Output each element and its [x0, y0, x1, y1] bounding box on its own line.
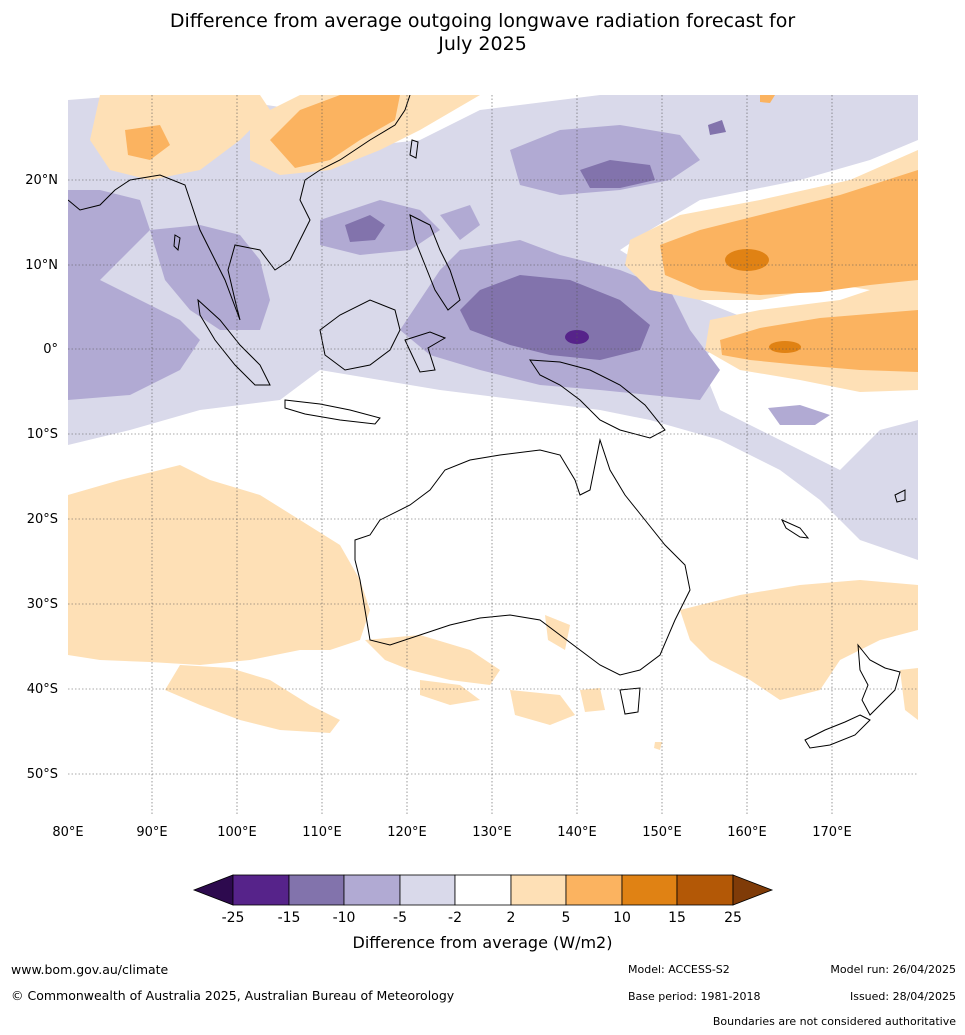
issued-date: Issued: 28/04/2025 — [849, 990, 956, 1003]
lon-label: 150°E — [642, 825, 682, 840]
colorbar-ticks: -25 -15 -10 -5 -2 2 5 10 15 25 — [222, 910, 742, 926]
new-guinea-coastline — [529, 359, 666, 439]
sulawesi-coastline — [404, 331, 447, 373]
coastlines — [68, 95, 906, 749]
colorbar-tick-label: -15 — [278, 910, 301, 926]
longitude-labels: 80°E 90°E 100°E 110°E 120°E 130°E 140°E … — [52, 825, 851, 840]
lat-label: 30°S — [27, 597, 58, 612]
website-link[interactable]: www.bom.gov.au/climate — [11, 962, 169, 977]
new-zealand-south-coastline — [804, 714, 871, 749]
title-line-1: Difference from average outgoing longwav… — [169, 10, 796, 32]
latitude-labels: 20°N 10°N 0° 10°S 20°S 30°S 40°S 50°S — [25, 173, 58, 782]
lat-label: 10°N — [25, 258, 58, 273]
sri-lanka-coastline — [173, 234, 181, 252]
lon-label: 170°E — [812, 825, 852, 840]
model-run-date: Model run: 26/04/2025 — [830, 963, 956, 976]
colorbar-label: Difference from average (W/m2) — [352, 933, 613, 952]
map-area — [68, 95, 918, 815]
colorbar-box — [676, 874, 734, 906]
colorbar-box — [232, 874, 290, 906]
base-period: Base period: 1981-2018 — [628, 990, 761, 1003]
colorbar-box — [565, 874, 623, 906]
colorbar-box — [454, 874, 512, 906]
asia-coastline — [68, 95, 411, 321]
lon-label: 80°E — [52, 825, 83, 840]
colorbar-tick-label: 5 — [562, 910, 571, 926]
colorbar-box — [343, 874, 401, 906]
java-coastline — [284, 399, 381, 425]
new-caledonia-coastline — [780, 518, 810, 539]
tasmania-coastline — [619, 687, 641, 715]
lat-label: 20°S — [27, 512, 58, 527]
colorbar-tick-label: 10 — [613, 910, 631, 926]
chart-title: Difference from average outgoing longwav… — [0, 10, 965, 56]
lon-label: 100°E — [217, 825, 257, 840]
anomaly-medium-orange-regions — [125, 95, 918, 372]
new-zealand-north-coastline — [857, 643, 901, 716]
colorbar-tick-label: 2 — [507, 910, 516, 926]
lat-label: 20°N — [25, 173, 58, 188]
lat-label: 50°S — [27, 767, 58, 782]
colorbar-box — [399, 874, 456, 906]
sumatra-coastline — [197, 298, 271, 386]
colorbar-box — [288, 874, 345, 906]
lon-label: 110°E — [302, 825, 342, 840]
philippines-coastline — [409, 214, 461, 311]
gridlines — [68, 95, 918, 815]
anomaly-dark-purple-regions — [345, 120, 726, 360]
copyright-text: © Commonwealth of Australia 2025, Austra… — [11, 988, 455, 1003]
colorbar-tick-label: 15 — [668, 910, 686, 926]
fiji-coastline — [894, 489, 906, 503]
colorbar-tick-label: -5 — [393, 910, 407, 926]
colorbar-tick-label: -10 — [333, 910, 356, 926]
colorbar-max-extension — [732, 874, 774, 906]
lon-label: 140°E — [557, 825, 597, 840]
colorbar-tick-label: -2 — [448, 910, 462, 926]
australia-coastline — [354, 438, 691, 676]
lon-label: 120°E — [387, 825, 427, 840]
lat-label: 0° — [43, 342, 58, 357]
lat-label: 40°S — [27, 682, 58, 697]
lat-label: 10°S — [27, 427, 58, 442]
model-name: Model: ACCESS-S2 — [628, 963, 730, 976]
borneo-coastline — [319, 299, 401, 371]
lon-label: 130°E — [472, 825, 512, 840]
colorbar-box — [510, 874, 567, 906]
colorbar-tick-label: -25 — [222, 910, 245, 926]
colorbar-min-extension — [192, 874, 234, 906]
lon-label: 160°E — [727, 825, 767, 840]
lon-label: 90°E — [136, 825, 167, 840]
taiwan-coastline — [409, 139, 419, 159]
colorbar-box — [621, 874, 678, 906]
colorbar: -25 -15 -10 -5 -2 2 5 10 15 25 — [192, 874, 774, 926]
title-line-2: July 2025 — [438, 33, 527, 55]
colorbar-tick-label: 25 — [724, 910, 742, 926]
boundaries-disclaimer: Boundaries are not considered authoritat… — [712, 1015, 956, 1028]
